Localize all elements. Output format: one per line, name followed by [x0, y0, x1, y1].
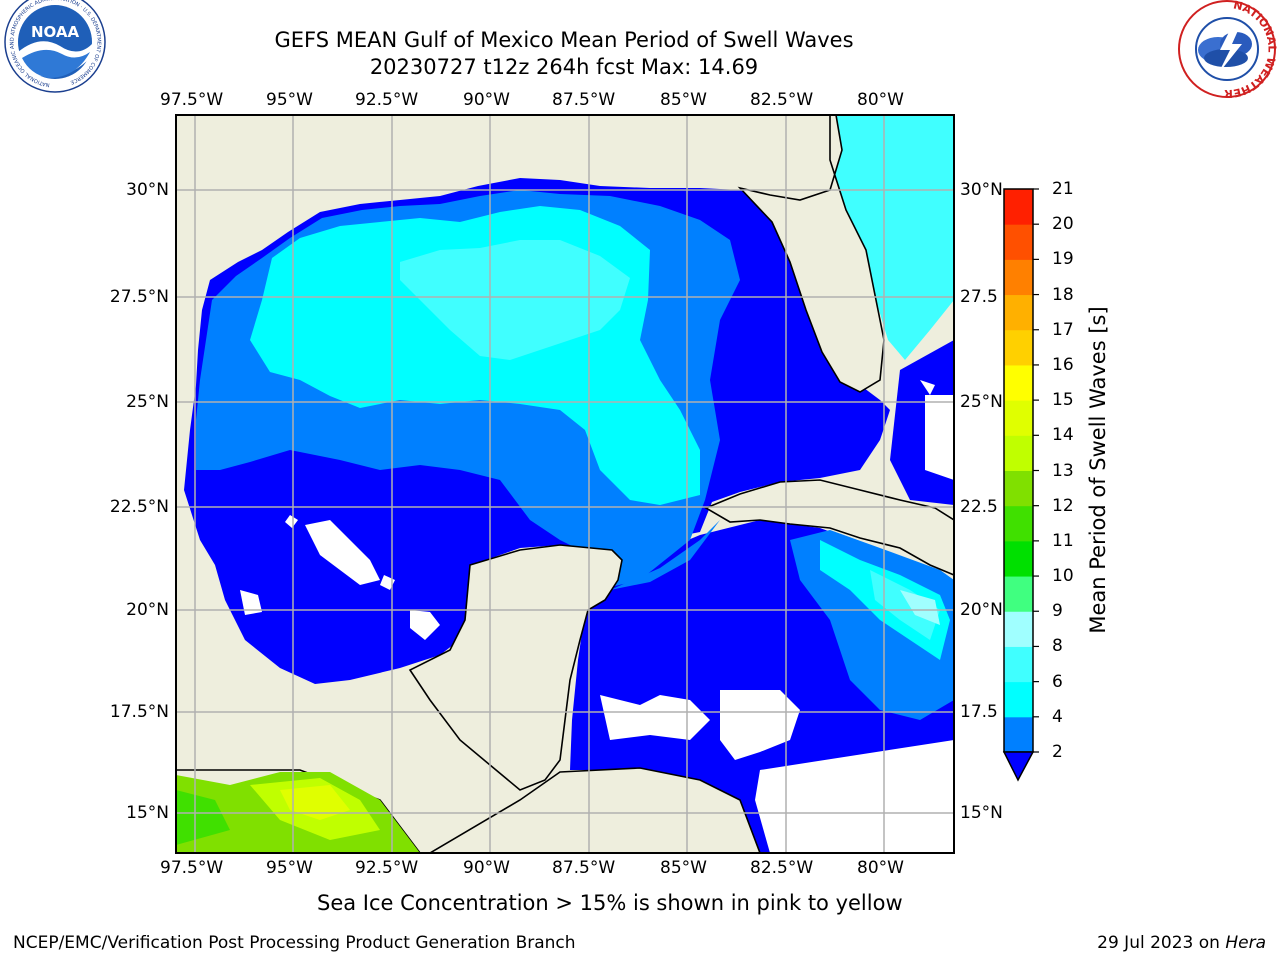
colorbar-segment [1004, 259, 1033, 296]
colorbar-segment [1004, 576, 1033, 612]
footer-machine: Hera [1225, 933, 1266, 953]
lat-label: 30°N [126, 180, 169, 200]
lon-label: 87.5°W [552, 90, 616, 110]
colorbar-tick-label: 2 [1052, 742, 1063, 762]
colorbar-segment [1004, 681, 1033, 718]
colorbar-tick-label: 21 [1052, 179, 1074, 199]
colorbar-tick-label: 16 [1052, 354, 1074, 375]
colorbar-tick-label: 9 [1052, 601, 1063, 622]
svg-text:NOAA: NOAA [31, 23, 80, 41]
colorbar-segment [1004, 400, 1033, 436]
map-title: GEFS MEAN Gulf of Mexico Mean Period of … [274, 28, 854, 52]
lon-label: 95°W [266, 858, 313, 878]
map-subtitle: 20230727 t12z 264h fcst Max: 14.69 [369, 55, 759, 79]
swell-band-6-8 [400, 240, 630, 360]
lon-label: 97.5°W [160, 90, 224, 110]
colorbar-segment [1004, 470, 1033, 507]
lon-label: 90°W [463, 90, 510, 110]
lat-label: 22.5 [960, 497, 998, 517]
colorbar-tick-label: 4 [1052, 706, 1063, 727]
lon-label: 95°W [266, 90, 313, 110]
colorbar-tick-label: 13 [1052, 460, 1074, 481]
colorbar-segment [1004, 540, 1033, 577]
sea-ice-note: Sea Ice Concentration > 15% is shown in … [317, 891, 903, 915]
colorbar-segment [1004, 364, 1033, 401]
lat-label: 20°N [126, 600, 169, 620]
lon-label: 80°W [857, 90, 904, 110]
atlantic-ocean [830, 115, 954, 360]
lon-label: 87.5°W [552, 858, 616, 878]
lat-label: 15°N [960, 803, 1003, 823]
colorbar-tick-label: 19 [1052, 249, 1074, 270]
colorbar-tick-label: 14 [1052, 425, 1074, 446]
svg-text:NATIONAL WEATHER SERVICE: NATIONAL WEATHER SERVICE [0, 0, 1279, 100]
colorbar [1002, 188, 1039, 782]
colorbar-tick-label: 18 [1052, 284, 1074, 305]
colorbar-segment [1004, 189, 1033, 225]
colorbar-tick-label: 8 [1052, 636, 1063, 657]
lon-label: 82.5°W [750, 90, 814, 110]
yucatan-land [408, 544, 623, 791]
florida-land [737, 115, 885, 393]
lat-label: 22.5°N [109, 497, 169, 517]
colorbar-label: Mean Period of Swell Waves [s] [1086, 306, 1110, 634]
footer-date-text: 29 Jul 2023 on [1097, 933, 1226, 953]
lon-label: 85°W [660, 90, 707, 110]
lat-label: 27.5 [960, 287, 998, 307]
nws-logo: NATIONAL WEATHER SERVICE [0, 0, 1279, 100]
footer-date: 29 Jul 2023 on Hera [1097, 933, 1266, 953]
graticule [176, 115, 954, 853]
cuba-land [704, 479, 954, 576]
colorbar-tick-label: 6 [1052, 671, 1063, 692]
colorbar-segment [1004, 505, 1033, 542]
colorbar-tick-label: 17 [1052, 319, 1074, 340]
colorbar-tick-label: 20 [1052, 214, 1074, 235]
colorbar-segment [1004, 716, 1033, 753]
lon-label: 80°W [857, 858, 904, 878]
colorbar-segment [1004, 611, 1033, 647]
lat-label: 30°N [960, 180, 1003, 200]
noaa-logo: NOAA NATIONAL OCEANIC AND ATMOSPHERIC AD… [4, 0, 106, 93]
lat-label: 27.5°N [109, 287, 169, 307]
map-panel [176, 115, 954, 853]
lat-label: 25°N [126, 392, 169, 412]
lat-label: 25°N [960, 392, 1003, 412]
colorbar-segment [1004, 329, 1033, 366]
map-frame [175, 114, 955, 854]
colorbar-segment [1004, 435, 1033, 471]
lon-label: 90°W [463, 858, 510, 878]
lat-label: 17.5 [960, 702, 998, 722]
lon-label: 82.5°W [750, 858, 814, 878]
lon-label: 92.5°W [355, 858, 419, 878]
colorbar-segment [1004, 646, 1033, 683]
colorbar-segment [1004, 294, 1033, 331]
lat-label: 20°N [960, 600, 1003, 620]
lat-label: 17.5°N [109, 702, 169, 722]
colorbar-extend-arrow [1002, 751, 1035, 782]
lat-label: 15°N [126, 803, 169, 823]
colorbar-tick-label: 10 [1052, 566, 1074, 587]
colorbar-tick-label: 15 [1052, 390, 1074, 411]
colorbar-tick-label: 11 [1052, 530, 1074, 551]
lon-label: 85°W [660, 858, 707, 878]
colorbar-segment [1004, 224, 1033, 260]
lon-label: 97.5°W [160, 858, 224, 878]
missing-data-areas [240, 380, 954, 853]
colorbar-tick-label: 12 [1052, 495, 1074, 516]
lon-label: 92.5°W [355, 90, 419, 110]
footer-credit: NCEP/EMC/Verification Post Processing Pr… [13, 933, 576, 953]
